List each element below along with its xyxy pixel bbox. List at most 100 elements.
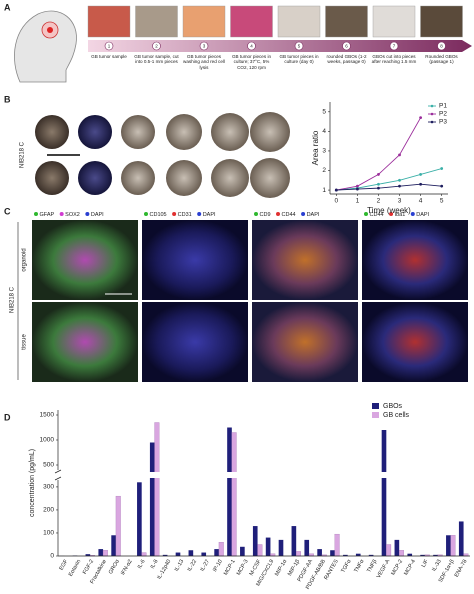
x-tick-label: TNFα	[353, 558, 366, 574]
legend-label: P1	[439, 103, 447, 110]
bar	[162, 554, 168, 556]
point	[355, 187, 359, 191]
bar	[252, 526, 258, 556]
y-tick-label: 1	[322, 187, 326, 194]
break-mark	[54, 476, 62, 481]
legend-swatch	[372, 403, 379, 409]
channel-dot	[276, 212, 281, 216]
bar	[355, 553, 361, 556]
bar	[291, 526, 297, 556]
step-number: 3	[203, 43, 206, 48]
legend-swatch	[372, 412, 379, 418]
x-tick-label: Eotaxin	[68, 559, 82, 578]
bar	[399, 550, 404, 557]
bar	[214, 549, 219, 556]
x-tick-label: MCP-4	[403, 559, 417, 577]
workflow-photo	[420, 5, 463, 38]
channel-dot	[59, 212, 64, 216]
bar	[154, 422, 160, 557]
step-circle	[342, 41, 351, 51]
x-tick-label: TNFβ	[366, 559, 378, 574]
channel-dot	[389, 212, 394, 216]
channel-name: SOX2	[65, 212, 80, 218]
y-tick-label: 200	[43, 507, 54, 514]
channel-name: DAPI	[416, 212, 429, 218]
bar	[265, 537, 271, 556]
step-circle	[389, 41, 399, 51]
workflow-photo	[372, 5, 416, 38]
y-tick-label: 1500	[40, 412, 55, 419]
x-tick-label: 4	[419, 198, 423, 205]
x-tick-label: IL-13	[174, 559, 185, 573]
point	[398, 184, 401, 188]
bar	[102, 550, 108, 557]
x-tick-label: 0	[335, 198, 339, 205]
point	[377, 173, 380, 176]
y-tick-label: 0	[50, 553, 54, 560]
x-axis-label: Time (week)	[367, 206, 411, 215]
step-label: rounded GBOs (1-2 weeks, passage 0)	[326, 54, 367, 65]
channel-dot	[410, 212, 415, 216]
legend-label: P2	[439, 111, 447, 118]
bar	[137, 482, 142, 556]
y-tick-label: 3	[322, 148, 326, 155]
x-tick-label: 3	[398, 198, 402, 205]
bar	[394, 539, 400, 556]
row-label: organoid	[22, 248, 28, 271]
step-number: 5	[298, 43, 301, 48]
bar	[296, 551, 301, 557]
channel-dot	[197, 212, 202, 216]
bar	[446, 535, 451, 556]
step-label: GB tumor sample, cut into 0.5-1 mm piece…	[134, 54, 179, 65]
bar	[257, 544, 263, 557]
sample-label: NIB218 C	[20, 141, 26, 168]
workflow-photo	[325, 5, 368, 38]
series-line	[336, 183, 442, 191]
microscopy-images	[32, 220, 468, 382]
step-number: 4	[250, 43, 253, 48]
x-tick-label: IL-27	[200, 559, 211, 573]
channel-name: CD31	[178, 212, 192, 218]
panel-label: A	[4, 2, 11, 12]
bar	[433, 554, 438, 556]
x-tick-label: IP-10	[212, 559, 224, 573]
x-tick-label: 2	[377, 198, 381, 205]
bar	[231, 432, 237, 557]
panel-label: C	[4, 206, 11, 216]
point	[334, 188, 338, 192]
x-tick-label: ENA-78	[454, 559, 469, 579]
step-label: GBOs cut into pieces after reaching 1.5 …	[371, 54, 417, 65]
bar	[98, 549, 104, 556]
point	[419, 116, 423, 120]
workflow-photo	[182, 5, 226, 38]
channel-name: DAPI	[203, 212, 216, 218]
panel-label: D	[4, 412, 11, 422]
step-number: 6	[345, 43, 348, 48]
row-label: tissue	[22, 334, 28, 350]
x-tick-label: EGF	[59, 558, 70, 571]
channel-dot	[34, 212, 38, 216]
x-tick-label: GROα	[108, 558, 121, 575]
legend-label: GB cells	[383, 412, 410, 419]
bar	[458, 521, 464, 556]
workflow-photo	[277, 5, 321, 38]
step-label: GB tumor sample	[91, 54, 127, 59]
channel-dot	[301, 212, 306, 216]
bar	[188, 550, 194, 556]
y-tick-label: 5	[322, 109, 326, 116]
channel-dot	[172, 212, 177, 216]
x-tick-label: IL-33	[431, 559, 442, 573]
step-label: GB tumor pieces in culture; 37°C, 5% CO2…	[231, 54, 272, 70]
step-label: Rounded GBOs (passage 1)	[425, 54, 458, 65]
channel-name: Iba1	[395, 212, 406, 218]
x-tick-label: IL-8	[150, 559, 160, 570]
channel-dot	[85, 212, 90, 216]
series-line	[336, 117, 421, 191]
channel-dot	[254, 212, 258, 216]
bar	[381, 430, 387, 556]
x-tick-label: 1	[356, 198, 360, 205]
legend-marker	[430, 112, 434, 116]
point	[419, 182, 423, 186]
x-tick-label: 5	[440, 198, 444, 205]
